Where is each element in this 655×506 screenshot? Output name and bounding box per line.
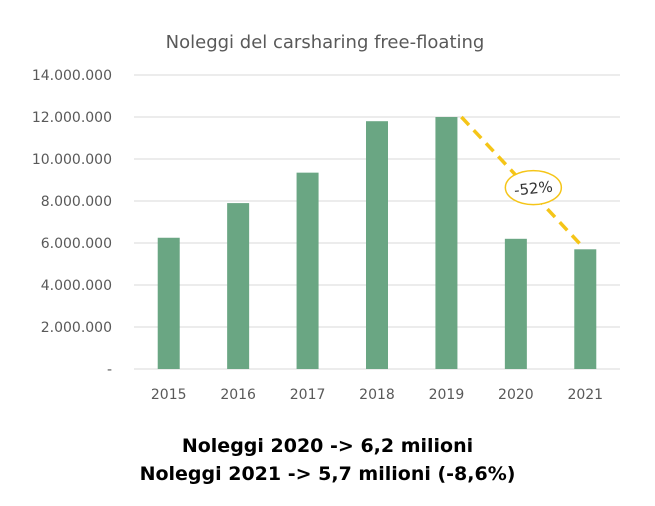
bar-2016 xyxy=(227,203,250,369)
bar-chart: Noleggi del carsharing free-floating - 2.… xyxy=(32,32,620,403)
x-tick-label: 2016 xyxy=(220,387,256,403)
bars xyxy=(157,117,597,369)
y-tick-label: 2.000.000 xyxy=(41,320,112,336)
x-tick-label: 2018 xyxy=(359,387,395,403)
bar-2020 xyxy=(504,238,527,369)
y-axis-tick-labels: - 2.000.000 4.000.000 6.000.000 8.000.000 10.… xyxy=(32,68,112,378)
bar-2015 xyxy=(157,237,180,369)
footnote-2021: Noleggi 2021 -> 5,7 milioni (-8,6%) xyxy=(139,463,516,485)
x-tick-label: 2021 xyxy=(567,387,603,403)
chart-title: Noleggi del carsharing free-floating xyxy=(166,32,485,53)
y-tick-label: 6.000.000 xyxy=(41,236,112,252)
bar-2018 xyxy=(366,121,388,369)
y-tick-label: 14.000.000 xyxy=(32,68,112,84)
x-tick-label: 2019 xyxy=(429,387,465,403)
x-tick-label: 2015 xyxy=(151,387,187,403)
y-tick-label: 8.000.000 xyxy=(41,194,112,210)
bar-2019 xyxy=(435,117,458,369)
annotation-circle xyxy=(504,169,563,206)
decline-line xyxy=(460,115,583,247)
bar-2017 xyxy=(296,172,319,369)
annotation-label: -52% xyxy=(513,178,553,200)
x-tick-label: 2017 xyxy=(290,387,326,403)
footnote-2020: Noleggi 2020 -> 6,2 milioni xyxy=(181,435,474,457)
y-tick-label: - xyxy=(107,362,112,378)
decline-annotation: -52% xyxy=(460,115,583,247)
y-tick-label: 10.000.000 xyxy=(32,152,112,168)
y-tick-label: 12.000.000 xyxy=(32,110,112,126)
x-axis-tick-labels: 2015 2016 2017 2018 2019 2020 2021 xyxy=(151,387,603,403)
x-tick-label: 2020 xyxy=(498,387,534,403)
y-tick-label: 4.000.000 xyxy=(41,278,112,294)
bar-2021 xyxy=(574,249,597,369)
